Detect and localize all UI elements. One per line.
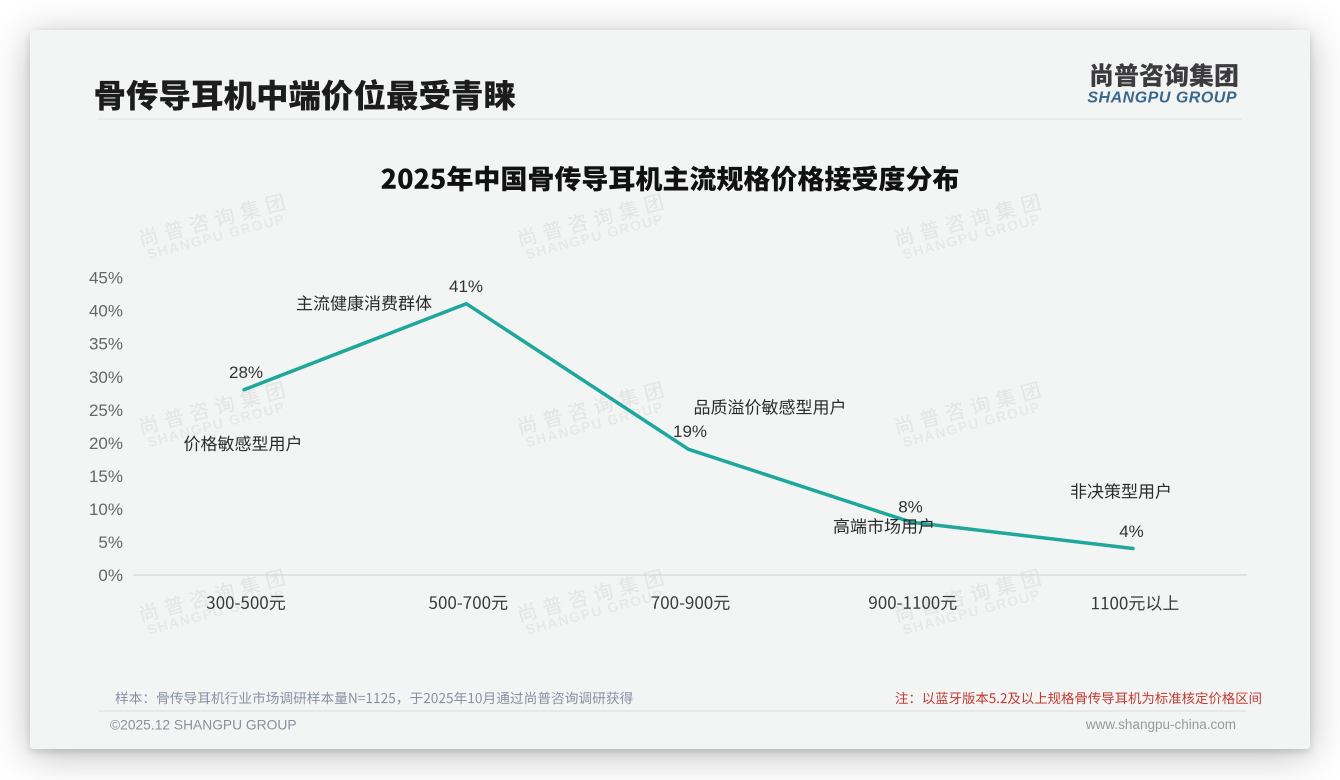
svg-text:35%: 35% (89, 335, 123, 354)
svg-text:28%: 28% (229, 363, 263, 382)
svg-text:5%: 5% (98, 533, 123, 552)
svg-text:SHANGPU GROUP: SHANGPU GROUP (1087, 90, 1237, 107)
svg-text:15%: 15% (89, 467, 123, 486)
svg-text:20%: 20% (89, 434, 123, 453)
svg-text:19%: 19% (673, 422, 707, 441)
svg-text:10%: 10% (89, 500, 123, 519)
svg-text:8%: 8% (898, 498, 923, 517)
svg-text:25%: 25% (89, 401, 123, 420)
svg-text:4%: 4% (1119, 522, 1144, 541)
svg-text:www.shangpu-china.com: www.shangpu-china.com (1085, 717, 1236, 732)
svg-text:45%: 45% (89, 269, 123, 288)
svg-text:©2025.12 SHANGPU GROUP: ©2025.12 SHANGPU GROUP (110, 718, 297, 733)
svg-text:0%: 0% (98, 566, 123, 585)
svg-text:40%: 40% (89, 302, 123, 321)
svg-text:30%: 30% (89, 368, 123, 387)
svg-text:41%: 41% (449, 277, 483, 296)
